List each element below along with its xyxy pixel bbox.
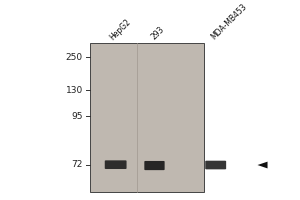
- FancyBboxPatch shape: [144, 161, 165, 170]
- Text: 250: 250: [66, 53, 83, 62]
- Polygon shape: [257, 162, 268, 168]
- Text: MDA-MB453: MDA-MB453: [209, 2, 249, 42]
- FancyBboxPatch shape: [205, 161, 226, 169]
- Text: HepG2: HepG2: [108, 17, 133, 42]
- Text: 72: 72: [71, 160, 83, 169]
- FancyBboxPatch shape: [90, 43, 204, 192]
- FancyBboxPatch shape: [105, 160, 127, 169]
- Text: 130: 130: [66, 86, 83, 95]
- Text: 293: 293: [150, 25, 166, 42]
- Text: 95: 95: [71, 112, 83, 121]
